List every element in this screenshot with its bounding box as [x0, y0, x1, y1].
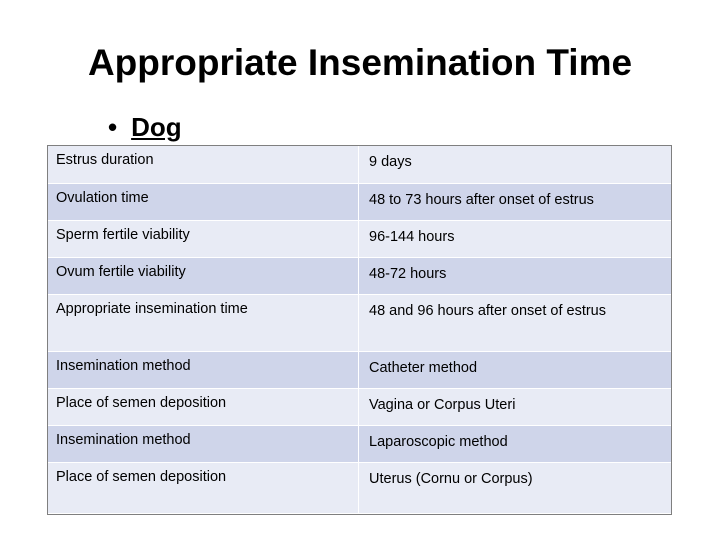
table-row: Sperm fertile viability 96-144 hours: [47, 220, 672, 258]
table-row: Ovulation time 48 to 73 hours after onse…: [47, 183, 672, 221]
row-value: Vagina or Corpus Uteri: [358, 388, 672, 426]
row-value: 48-72 hours: [358, 257, 672, 295]
table-row: Insemination method Catheter method: [47, 351, 672, 389]
row-label: Place of semen deposition: [47, 388, 359, 426]
insemination-table: Estrus duration 9 days Ovulation time 48…: [47, 145, 672, 514]
table-row: Insemination method Laparoscopic method: [47, 425, 672, 463]
table-row: Appropriate insemination time 48 and 96 …: [47, 294, 672, 352]
row-value: Uterus (Cornu or Corpus): [358, 462, 672, 514]
table-row: Place of semen deposition Vagina or Corp…: [47, 388, 672, 426]
row-value: Catheter method: [358, 351, 672, 389]
slide-title: Appropriate Insemination Time: [87, 42, 633, 83]
bullet-item: • Dog: [108, 112, 182, 143]
row-label: Ovulation time: [47, 183, 359, 221]
row-value: 96-144 hours: [358, 220, 672, 258]
table-row: Estrus duration 9 days: [47, 145, 672, 184]
table-row: Ovum fertile viability 48-72 hours: [47, 257, 672, 295]
table-row: Place of semen deposition Uterus (Cornu …: [47, 462, 672, 514]
row-value: 9 days: [358, 145, 672, 184]
row-label: Insemination method: [47, 351, 359, 389]
bullet-marker: •: [108, 112, 118, 142]
row-value: Laparoscopic method: [358, 425, 672, 463]
row-label: Estrus duration: [47, 145, 359, 184]
row-label: Sperm fertile viability: [47, 220, 359, 258]
row-label: Insemination method: [47, 425, 359, 463]
row-value: 48 to 73 hours after onset of estrus: [358, 183, 672, 221]
bullet-label: Dog: [131, 112, 182, 142]
row-label: Appropriate insemination time: [47, 294, 359, 352]
row-value: 48 and 96 hours after onset of estrus: [358, 294, 672, 352]
row-label: Ovum fertile viability: [47, 257, 359, 295]
row-label: Place of semen deposition: [47, 462, 359, 514]
